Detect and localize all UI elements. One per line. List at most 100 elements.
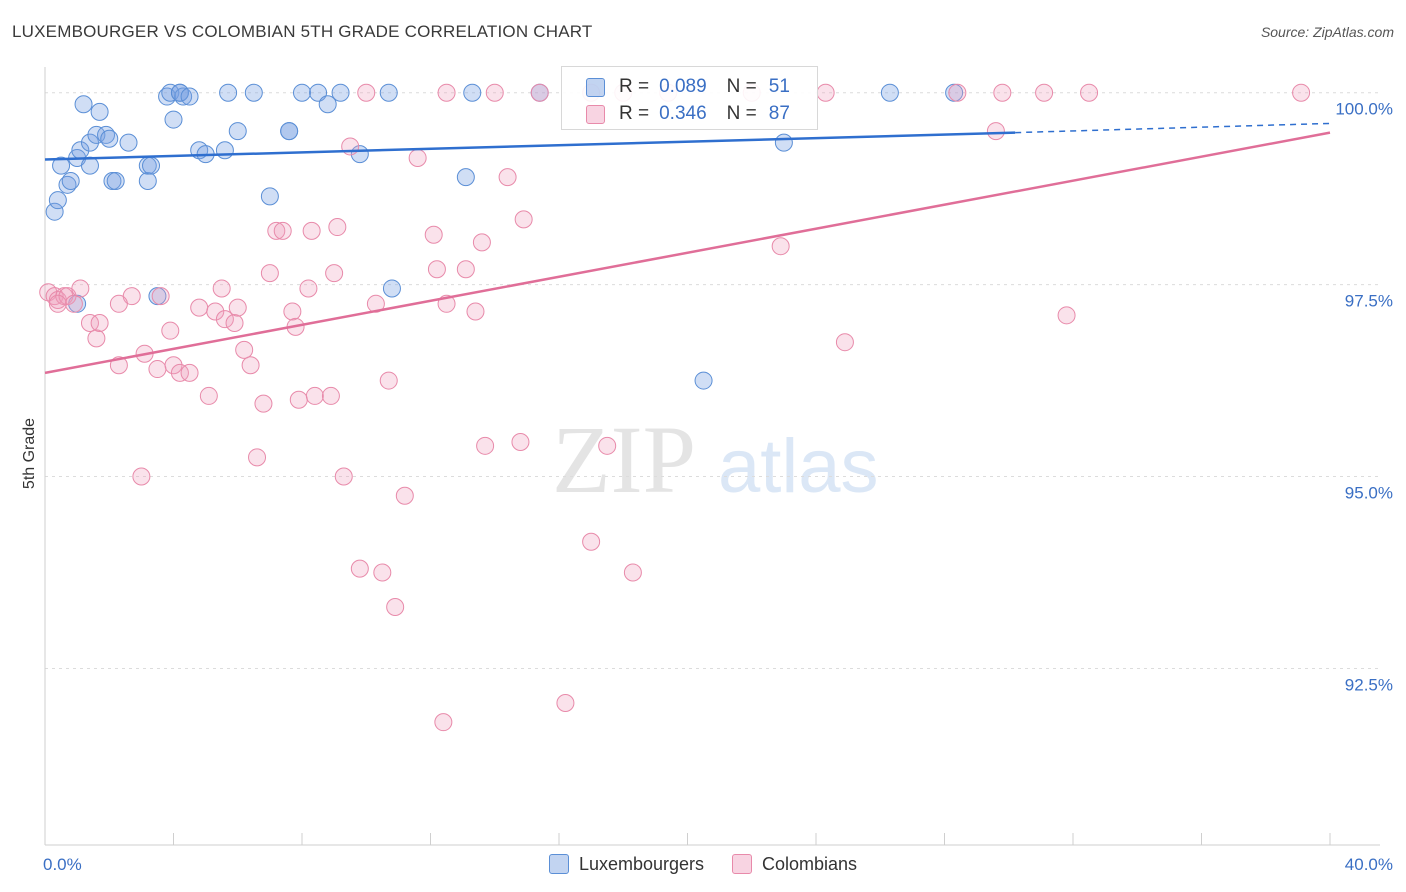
data-point-luxembourgers — [74, 95, 93, 114]
data-point-colombians — [325, 264, 344, 283]
data-point-luxembourgers — [52, 156, 71, 175]
legend-box: R = 0.089 N = 51 R = 0.346 N = 87 — [561, 66, 818, 130]
legend-swatch-blue — [548, 854, 569, 874]
data-point-colombians — [498, 168, 517, 187]
data-point-colombians — [299, 279, 318, 298]
data-point-luxembourgers — [170, 83, 189, 102]
data-point-luxembourgers — [106, 171, 125, 190]
legend-label-luxembourgers: Luxembourgers — [578, 853, 705, 874]
data-point-colombians — [395, 486, 414, 505]
data-point-luxembourgers — [309, 83, 328, 102]
data-point-colombians — [148, 360, 167, 379]
legend-swatch-blue — [586, 77, 605, 97]
data-point-luxembourgers — [382, 279, 401, 298]
data-point-colombians — [1292, 83, 1311, 102]
data-point-colombians — [437, 83, 456, 102]
data-point-colombians — [408, 148, 427, 167]
data-point-colombians — [816, 83, 835, 102]
data-point-colombians — [986, 122, 1005, 141]
data-point-colombians — [161, 321, 180, 340]
data-point-colombians — [273, 221, 292, 240]
data-point-colombians — [215, 310, 234, 329]
data-point-colombians — [472, 233, 491, 252]
legend-label-colombians: Colombians — [762, 853, 858, 874]
data-point-colombians — [556, 693, 575, 712]
data-point-colombians — [254, 394, 273, 413]
data-point-colombians — [180, 363, 199, 382]
series-legend: Luxembourgers Colombians — [0, 852, 1406, 876]
data-point-colombians — [80, 314, 99, 332]
y-axis-title: 5th Grade — [21, 418, 38, 489]
data-point-colombians — [199, 386, 218, 405]
data-point-luxembourgers — [138, 171, 157, 190]
data-point-luxembourgers — [219, 83, 238, 102]
data-point-colombians — [151, 287, 170, 306]
source-label: Source: ZipAtlas.com — [1260, 24, 1394, 40]
data-point-colombians — [109, 294, 128, 313]
data-point-colombians — [235, 340, 254, 359]
data-point-colombians — [386, 598, 405, 617]
trend-line-luxembourgers-extension — [1015, 122, 1331, 134]
data-point-colombians — [289, 390, 308, 409]
data-point-luxembourgers — [331, 83, 350, 102]
data-point-luxembourgers — [456, 168, 475, 187]
data-point-luxembourgers — [293, 83, 311, 102]
data-point-colombians — [379, 371, 398, 390]
data-point-colombians — [212, 279, 231, 298]
data-point-luxembourgers — [880, 83, 899, 102]
data-point-luxembourgers — [61, 171, 80, 190]
data-point-colombians — [305, 386, 324, 405]
data-point-colombians — [373, 563, 392, 582]
data-point-colombians — [1035, 83, 1054, 102]
data-point-colombians — [190, 298, 209, 317]
data-point-colombians — [170, 363, 189, 382]
data-point-colombians — [623, 563, 642, 582]
data-point-colombians — [64, 294, 83, 313]
y-tick-label: 92.5% — [1345, 675, 1393, 694]
data-point-colombians — [485, 83, 504, 102]
data-point-colombians — [1057, 306, 1076, 325]
data-point-colombians — [476, 436, 495, 455]
data-point-luxembourgers — [463, 83, 482, 102]
data-point-colombians — [87, 329, 106, 348]
data-point-colombians — [225, 314, 244, 332]
data-point-colombians — [434, 713, 453, 732]
data-point-colombians — [948, 83, 967, 102]
data-point-colombians — [132, 467, 151, 486]
data-point-luxembourgers — [90, 102, 109, 121]
trend-line-luxembourgers — [44, 131, 1016, 161]
legend-n-value: 87 — [768, 103, 790, 124]
data-point-luxembourgers — [280, 122, 299, 141]
data-point-colombians — [334, 467, 353, 486]
y-tick-label: 100.0% — [1335, 100, 1393, 119]
data-point-luxembourgers — [379, 83, 398, 102]
y-tick-label: 95.0% — [1345, 484, 1393, 503]
legend-n-label: N = — [726, 76, 757, 97]
legend-r-label: R = — [619, 76, 650, 97]
data-point-colombians — [366, 294, 385, 313]
data-point-luxembourgers — [142, 156, 161, 175]
data-point-colombians — [357, 83, 376, 102]
data-point-colombians — [835, 333, 854, 352]
data-point-luxembourgers — [80, 156, 99, 175]
data-point-colombians — [530, 83, 549, 102]
legend-row-colombians: R = 0.346 N = 87 — [586, 100, 790, 128]
data-point-colombians — [771, 237, 790, 256]
data-point-luxembourgers — [215, 141, 234, 160]
x-tick-label: 0.0% — [43, 855, 82, 874]
data-point-colombians — [267, 221, 286, 240]
data-point-colombians — [424, 225, 443, 244]
y-tick-label: 97.5% — [1345, 292, 1393, 311]
legend-row-luxembourgers: R = 0.089 N = 51 — [586, 73, 790, 101]
legend-n-value: 51 — [768, 76, 790, 97]
data-point-colombians — [283, 302, 302, 321]
legend-swatch-pink — [586, 104, 605, 124]
data-point-colombians — [328, 218, 347, 237]
data-point-colombians — [456, 260, 475, 279]
data-point-colombians — [164, 356, 183, 375]
data-point-luxembourgers — [180, 87, 199, 106]
data-point-colombians — [206, 302, 225, 321]
watermark-zip: ZIP — [552, 406, 696, 513]
data-point-luxembourgers — [45, 202, 64, 221]
